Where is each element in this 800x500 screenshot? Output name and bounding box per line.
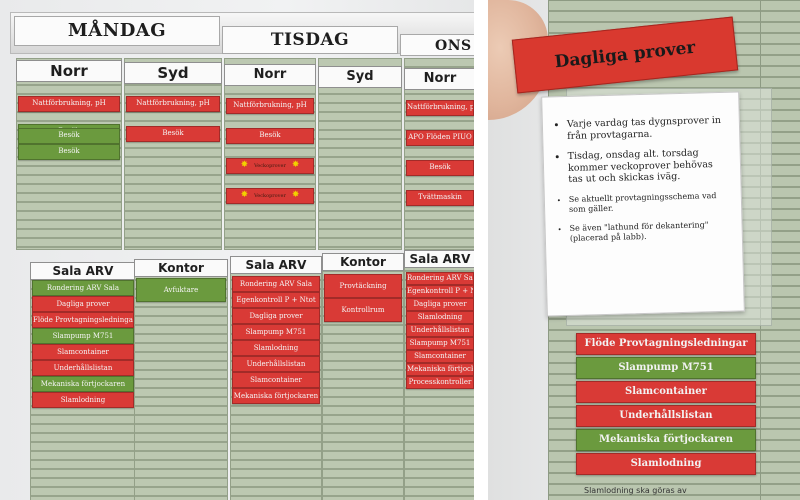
star-icon: ✸ (291, 160, 300, 170)
board-column (404, 58, 474, 250)
day-label-wednesday: ONS (400, 34, 474, 56)
task-card: Provtäckning (324, 274, 402, 298)
task-card: Slamcontainer (32, 344, 134, 360)
column-header: Sala ARV (30, 262, 136, 280)
column-header: Syd (318, 66, 402, 88)
column-header: Norr (224, 64, 316, 86)
task-card: Dagliga prover (232, 308, 320, 324)
column-header: Norr (404, 68, 474, 90)
column-header: Sala ARV (230, 256, 322, 274)
task-card: Besök (406, 160, 474, 176)
day-label-tuesday: TISDAG (222, 26, 398, 54)
closeup-task-card: Slamlodning (576, 453, 756, 475)
task-card: Dagliga prover (406, 298, 474, 311)
star-icon: ✸ (240, 190, 249, 200)
task-card: Besök (18, 128, 120, 144)
task-card: ✸ Veckoprover ✸ (226, 158, 314, 174)
closeup-task-card: Underhållslistan (576, 405, 756, 427)
closeup-task-card: Slampump M751 (576, 357, 756, 379)
column-header: Sala ARV (404, 250, 474, 268)
task-card: Slampump M751 (406, 337, 474, 350)
task-card: Slamlodning (232, 340, 320, 356)
task-card: Slamlodning (406, 311, 474, 324)
left-photo-planning-board: MÅNDAG TISDAG ONS Norr Nattförbrukning, p… (0, 0, 474, 500)
board-column (318, 58, 402, 250)
task-card: Rondering ARV Sala (406, 272, 474, 285)
card-label: Veckoprover (254, 193, 286, 199)
task-card: Slamcontainer (406, 350, 474, 363)
task-card: Slampump M751 (232, 324, 320, 340)
task-card: Mekaniska förtjockaren (232, 388, 320, 404)
task-card: Mekaniska förtjockaren (32, 376, 134, 392)
task-card: Slampump M751 (32, 328, 134, 344)
task-card: Dagliga prover (32, 296, 134, 312)
task-card: Mekaniska förtjockaren (406, 363, 474, 376)
task-card: Avfuktare (136, 278, 226, 302)
column-header: Syd (124, 62, 222, 84)
task-card: Tvättmaskin (406, 190, 474, 206)
task-card: Nattförbrukning, pH (226, 98, 314, 114)
instruction-item: Se aktuellt provtagningsschema vad som g… (569, 190, 731, 214)
task-card: Flöde Provtagningsledningar (32, 312, 134, 328)
column-header: Kontor (322, 253, 404, 271)
column-header: Kontor (134, 259, 228, 277)
task-card: Egenkontroll P + Ntot (406, 285, 474, 298)
task-card: Besök (226, 128, 314, 144)
task-card: Slamlodning (32, 392, 134, 408)
column-header: Norr (16, 60, 122, 82)
partial-card-label: Slamlodning ska göras av (584, 486, 687, 495)
closeup-task-card: Flöde Provtagningsledningar (576, 333, 756, 355)
task-card: Underhållslistan (406, 324, 474, 337)
task-card: Rondering ARV Sala (232, 276, 320, 292)
instruction-item: Se även "lathund för dekantering" (place… (569, 219, 731, 243)
closeup-task-card: Mekaniska förtjockaren (576, 429, 756, 451)
task-card: Rondering ARV Sala (32, 280, 134, 296)
card-label: Veckoprover (254, 163, 286, 169)
board-column (224, 58, 316, 250)
task-card: Besök (126, 126, 220, 142)
task-card: APO Flöden PIUO (406, 130, 474, 146)
task-card: Underhållslistan (232, 356, 320, 372)
board-column (124, 58, 222, 250)
instruction-card: Varje vardag tas dygnsprover in från pro… (541, 91, 745, 317)
task-card: Underhållslistan (32, 360, 134, 376)
task-card: Besök (18, 144, 120, 160)
star-icon: ✸ (240, 160, 249, 170)
closeup-task-card: Slamcontainer (576, 381, 756, 403)
task-card: Nattförbrukning, pH (18, 96, 120, 112)
task-card: Kontrollrum (324, 298, 402, 322)
day-label-monday: MÅNDAG (14, 16, 220, 46)
task-card: Processkontroller (406, 376, 474, 389)
task-card: Egenkontroll P + Ntot (232, 292, 320, 308)
task-card: Nattförbrukning, pH (126, 96, 220, 112)
star-icon: ✸ (291, 190, 300, 200)
instruction-item: Tisdag, onsdag alt. torsdag kommer vecko… (568, 147, 731, 186)
task-card: Nattförbrukning, pH (406, 100, 474, 116)
instruction-item: Varje vardag tas dygnsprover in från pro… (567, 115, 730, 142)
task-card: Slamcontainer (232, 372, 320, 388)
task-card: ✸ Veckoprover ✸ (226, 188, 314, 204)
